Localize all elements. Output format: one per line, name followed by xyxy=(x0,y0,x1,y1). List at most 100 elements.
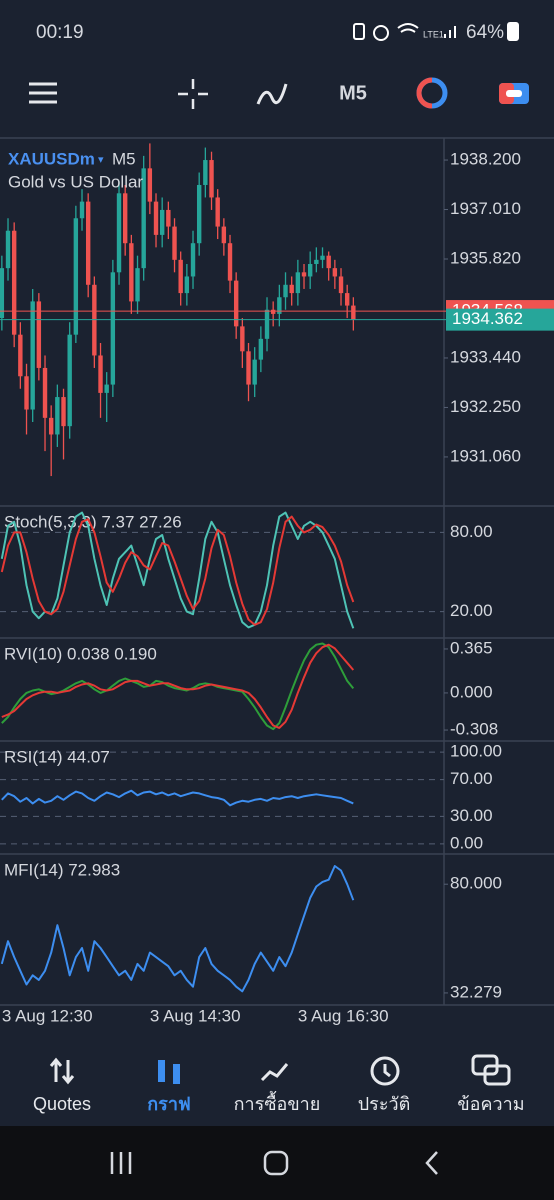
candle-body xyxy=(289,284,294,294)
candle-body xyxy=(5,230,11,269)
chart-frame xyxy=(0,137,554,1006)
candle-body xyxy=(246,351,251,385)
indicators-button[interactable] xyxy=(256,83,288,105)
candle-body xyxy=(196,184,202,244)
bid-label: 1934.362 xyxy=(452,309,523,328)
y-tick-label: 0.000 xyxy=(450,682,493,701)
candle-body xyxy=(36,301,42,368)
y-tick-label: 100.00 xyxy=(450,742,502,761)
x-tick-label: 3 Aug 16:30 xyxy=(298,1006,389,1025)
candle-body xyxy=(159,209,165,235)
candle-body xyxy=(110,272,116,385)
crosshair-button[interactable] xyxy=(178,79,208,109)
candle-body xyxy=(283,284,288,298)
candle-body xyxy=(61,397,66,427)
nav-trade[interactable]: การซื้อขาย xyxy=(234,1091,321,1114)
y-tick-label: 1931.060 xyxy=(450,446,521,465)
network-type: LTE1 xyxy=(423,29,444,39)
indicator-label: RSI(14) 44.07 xyxy=(4,747,110,766)
candle-body xyxy=(166,209,171,227)
y-tick-label: 1938.200 xyxy=(450,150,521,169)
candle-body xyxy=(42,367,48,418)
y-tick-label: 70.00 xyxy=(450,769,493,788)
candle-body xyxy=(258,338,264,360)
candle-body xyxy=(338,276,344,294)
indicator-line xyxy=(0,515,355,626)
battery-level: 64% xyxy=(466,22,504,43)
candle-body xyxy=(55,397,60,435)
candle-body xyxy=(122,193,128,244)
y-tick-label: 80.00 xyxy=(450,522,493,541)
candle-body xyxy=(227,243,233,281)
candle-body xyxy=(11,230,17,335)
indicator-line xyxy=(1,789,354,807)
system-nav-buttons[interactable] xyxy=(110,1150,438,1176)
clock: 00:19 xyxy=(36,22,84,43)
y-tick-label: 1932.250 xyxy=(450,397,521,416)
candle-body xyxy=(178,259,183,294)
candle-body xyxy=(24,376,29,410)
candle-body xyxy=(307,263,313,277)
account-button[interactable] xyxy=(499,83,529,104)
candle-body xyxy=(326,255,331,269)
candle-body xyxy=(18,334,23,377)
candle-body xyxy=(203,160,208,185)
candle-body xyxy=(98,355,103,393)
trade-button[interactable] xyxy=(416,77,448,109)
menu-button[interactable] xyxy=(29,82,57,104)
candle-body xyxy=(277,297,282,314)
candle-body xyxy=(172,226,177,260)
candle-body xyxy=(73,218,79,335)
candle-body xyxy=(129,243,134,302)
candle-body xyxy=(116,193,122,273)
candle-body xyxy=(153,201,159,235)
nav-history[interactable]: ประวัติ xyxy=(358,1094,411,1114)
timeframe-button[interactable]: M5 xyxy=(339,82,367,104)
candle-body xyxy=(85,201,91,285)
symbol[interactable]: XAUUSDm xyxy=(8,149,95,168)
candle-body xyxy=(295,272,301,294)
nav-quotes[interactable]: Quotes xyxy=(33,1094,91,1114)
candle-body xyxy=(221,226,227,244)
y-tick-label: 32.279 xyxy=(450,982,502,1001)
symbol-description: Gold vs US Dollar xyxy=(8,172,143,191)
candle-body xyxy=(104,384,109,393)
indicator-line xyxy=(0,511,355,629)
nav-messages[interactable]: ข้อความ xyxy=(457,1094,524,1114)
candle-body xyxy=(344,293,350,306)
indicator-label: Stoch(5,3,3) 7.37 27.26 xyxy=(4,512,182,531)
candle-body xyxy=(320,255,325,260)
y-tick-label: 20.00 xyxy=(450,601,493,620)
indicator-label: RVI(10) 0.038 0.190 xyxy=(4,644,157,663)
candle-body xyxy=(314,259,319,264)
y-tick-label: 1935.820 xyxy=(450,248,521,267)
candle-body xyxy=(209,160,214,198)
candle-body xyxy=(184,276,190,294)
y-tick-label: 0.365 xyxy=(450,638,493,657)
y-tick-label: 1933.440 xyxy=(450,347,521,366)
x-tick-label: 3 Aug 12:30 xyxy=(2,1006,93,1025)
y-tick-label: 0.00 xyxy=(450,833,483,852)
candle-body xyxy=(240,326,245,352)
y-tick-label: 1937.010 xyxy=(450,199,521,218)
y-tick-label: 30.00 xyxy=(450,806,493,825)
candle-body xyxy=(147,168,153,202)
bid-label-box xyxy=(446,308,554,331)
symbol-dropdown[interactable]: ▾ xyxy=(98,154,104,166)
indicator-line xyxy=(1,643,355,729)
x-tick-label: 3 Aug 14:30 xyxy=(150,1006,241,1025)
candle-body xyxy=(48,417,54,435)
nav-chart[interactable]: กราฟ xyxy=(147,1094,190,1114)
status-icons xyxy=(353,22,519,41)
candle-body xyxy=(0,268,5,319)
candle-body xyxy=(233,280,239,327)
chart-plot: 1938.200 1937.010 1935.820 1933.440 1932.250… xyxy=(0,143,554,1025)
candle-body xyxy=(30,301,35,410)
chart-timeframe: M5 xyxy=(112,149,136,168)
candle-body xyxy=(332,268,338,277)
indicator-line xyxy=(0,865,355,993)
candle-body xyxy=(351,305,356,320)
